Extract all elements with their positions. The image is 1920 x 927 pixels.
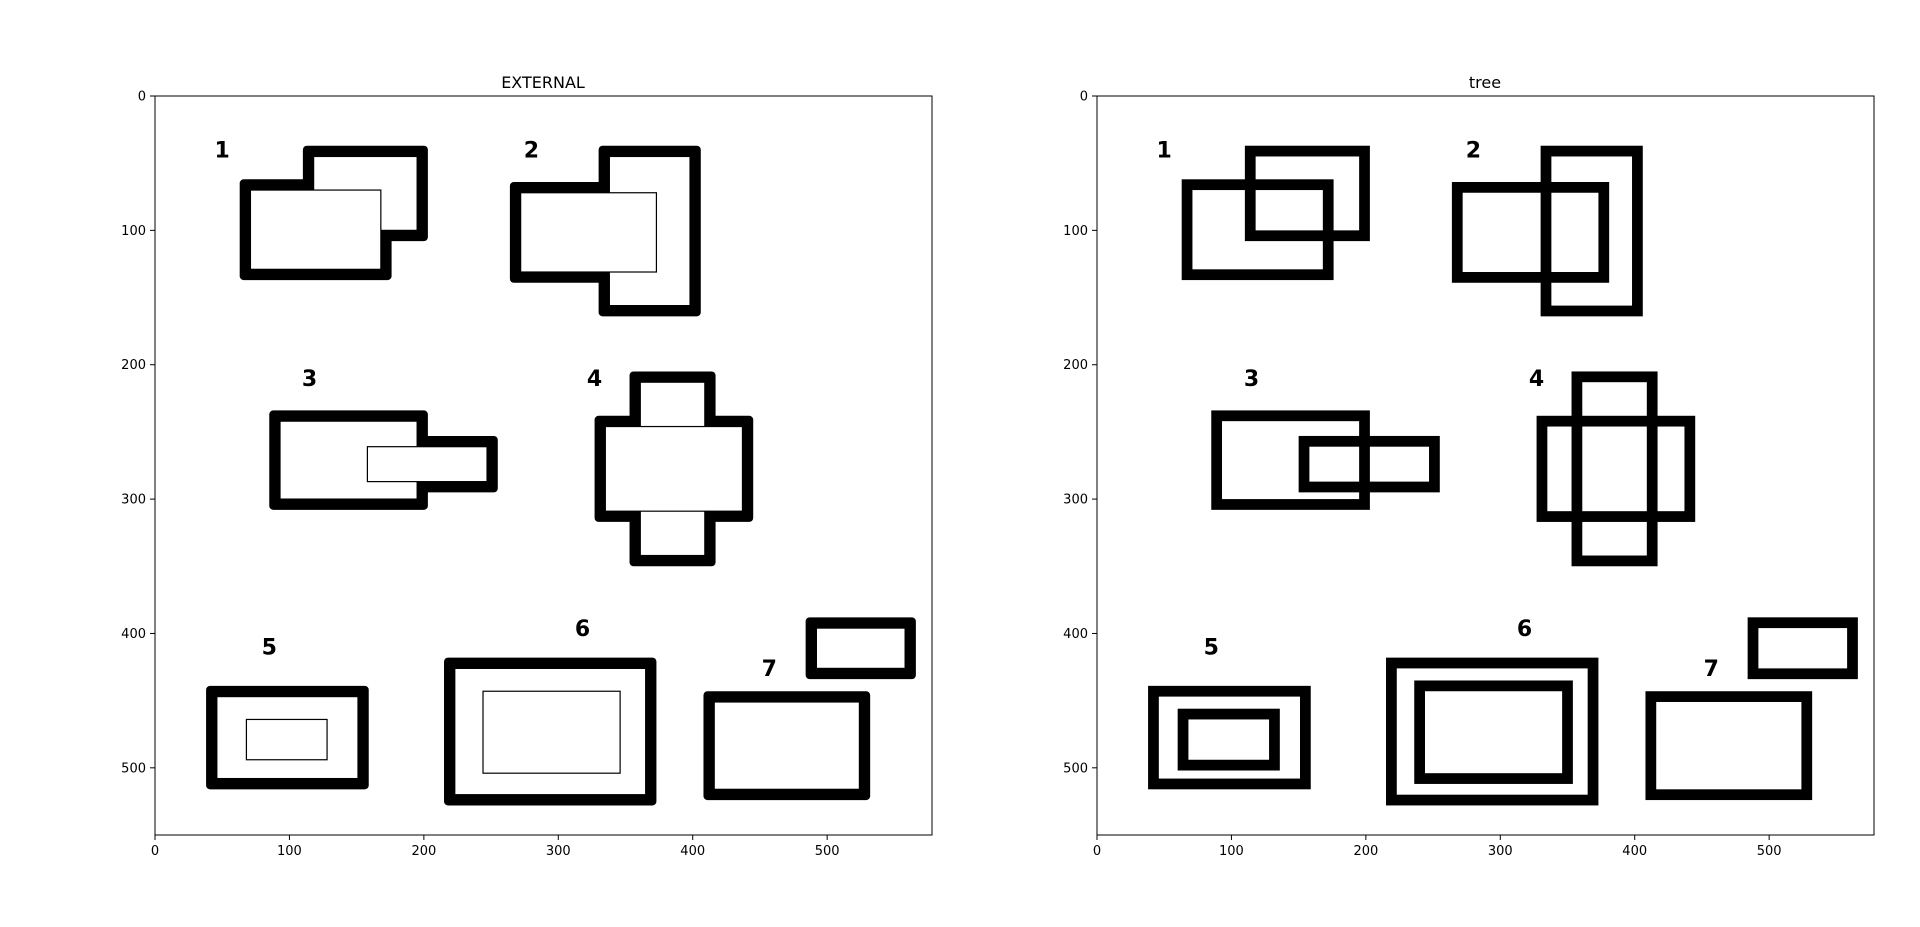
y-axis: 0 100 200 300 400 500 [121,90,155,776]
x-axis: 0 100 200 300 400 500 [151,835,840,859]
y-tick-label: 400 [1063,627,1088,642]
axes-frame [1096,95,1875,836]
x-tick-label: 400 [680,844,705,859]
y-tick-label: 100 [121,224,146,239]
panel-tree: tree 1 2 3 4 5 6 7 0 100 200 300 400 500 0 100 200 300… [1063,73,1875,859]
contour-rect [1298,435,1440,493]
contour-inner-rect [482,690,621,774]
contour-rect [1451,181,1610,283]
x-tick-label: 300 [1488,844,1513,859]
contour-rect [1536,415,1696,522]
shape-number-label: 5 [262,636,277,661]
y-tick-label: 300 [1063,493,1088,508]
y-tick-label: 200 [1063,358,1088,373]
image-content: 1 2 3 4 5 6 7 [1148,139,1858,806]
x-tick-label: 500 [815,844,840,859]
y-tick-label: 500 [121,761,146,776]
x-tick-label: 200 [411,844,436,859]
panel-title: tree [1469,73,1501,92]
panel-external: EXTERNAL 1 2 3 4 5 6 7 0 100 200 300 400 500 0 100 20… [121,73,933,859]
y-tick-label: 100 [1063,224,1088,239]
y-tick-label: 400 [121,627,146,642]
y-tick-label: 300 [121,493,146,508]
x-tick-label: 200 [1353,844,1378,859]
contour-rect [1747,617,1858,680]
shape-number-label: 3 [302,367,317,392]
shape-number-label: 3 [1244,367,1259,392]
panel-title: EXTERNAL [501,73,585,92]
y-axis: 0 100 200 300 400 500 [1063,90,1097,776]
x-tick-label: 500 [1757,844,1782,859]
contour-inner-rect [245,718,328,761]
contour-inner-rect [249,189,382,270]
shape-number-label: 1 [215,139,230,164]
contour-inner-rect [366,446,488,483]
shape-number-label: 4 [587,367,602,392]
shape-number-label: 7 [762,657,777,682]
x-tick-label: 100 [1219,844,1244,859]
contour-rect [1177,708,1280,771]
shape-number-label: 2 [1466,139,1481,164]
contour-rect [1645,691,1813,801]
y-tick-label: 200 [121,358,146,373]
contour-rect [1181,179,1334,281]
shape-number-label: 6 [575,617,590,642]
shape-number-label: 2 [524,139,539,164]
image-content: 1 2 3 4 5 6 7 [206,139,916,806]
contour-inner-rect [713,701,861,790]
contour-inner-rect [815,627,906,669]
y-tick-label: 0 [1080,90,1088,105]
x-axis: 0 100 200 300 400 500 [1093,835,1782,859]
contour-inner-rect [604,425,744,512]
contour-rect [1211,410,1370,510]
contour-rect [1540,145,1643,317]
shape-number-label: 6 [1517,617,1532,642]
x-tick-label: 100 [277,844,302,859]
shape-number-label: 5 [1204,636,1219,661]
contour-rect [1244,145,1370,242]
x-tick-label: 0 [151,844,159,859]
contour-rect [1386,657,1599,806]
x-tick-label: 300 [546,844,571,859]
contour-rect [1571,371,1658,567]
axes-frame [154,95,933,836]
y-tick-label: 500 [1063,761,1088,776]
shape-number-label: 7 [1704,657,1719,682]
contour-inner-rect [520,192,658,273]
y-tick-label: 0 [138,90,146,105]
shape-number-label: 1 [1157,139,1172,164]
shape-number-label: 4 [1529,367,1544,392]
contour-rect [1148,685,1311,790]
x-tick-label: 400 [1622,844,1647,859]
contour-rect [1414,680,1573,784]
x-tick-label: 0 [1093,844,1101,859]
